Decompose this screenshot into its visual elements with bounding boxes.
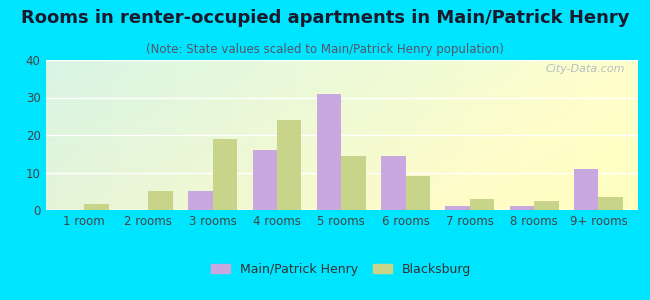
Bar <box>277 120 302 210</box>
Text: City-Data.com: City-Data.com <box>545 64 625 74</box>
Bar <box>381 156 406 210</box>
Bar <box>470 199 494 210</box>
Text: (Note: State values scaled to Main/Patrick Henry population): (Note: State values scaled to Main/Patri… <box>146 44 504 56</box>
Bar <box>341 156 366 210</box>
Bar <box>406 176 430 210</box>
Bar <box>599 197 623 210</box>
Bar <box>188 191 213 210</box>
Bar <box>213 139 237 210</box>
Bar <box>510 206 534 210</box>
Text: Rooms in renter-occupied apartments in Main/Patrick Henry: Rooms in renter-occupied apartments in M… <box>21 9 629 27</box>
Bar <box>574 169 599 210</box>
Bar <box>534 201 558 210</box>
Bar <box>84 204 109 210</box>
Bar <box>445 206 470 210</box>
Legend: Main/Patrick Henry, Blacksburg: Main/Patrick Henry, Blacksburg <box>211 263 471 276</box>
Bar <box>317 94 341 210</box>
Bar <box>253 150 277 210</box>
Bar <box>148 191 173 210</box>
